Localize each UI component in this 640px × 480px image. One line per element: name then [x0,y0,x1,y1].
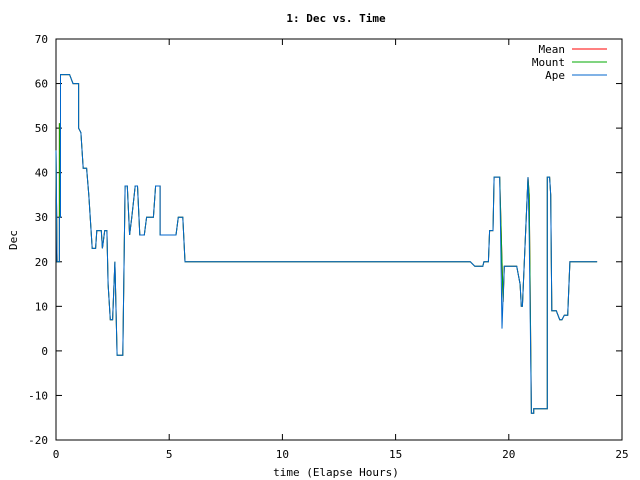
y-tick-label: 0 [41,345,48,358]
y-tick-label: -20 [28,434,48,447]
chart-title: 1: Dec vs. Time [286,12,386,25]
x-tick-label: 25 [615,448,628,461]
plot-frame [55,38,623,441]
y-tick-label: -10 [28,389,48,402]
legend-label-mount: Mount [532,56,565,69]
x-tick-label: 10 [276,448,289,461]
y-axis-label: Dec [7,230,20,250]
series-layer [55,74,598,414]
y-tick-label: 60 [35,78,48,91]
legend-label-ape: Ape [545,69,565,82]
series-line-ape [55,74,598,414]
y-tick-label: 70 [35,33,48,46]
series-line-mount [55,74,598,414]
x-tick-label: 0 [53,448,60,461]
x-tick-label: 20 [502,448,515,461]
y-tick-label: 20 [35,256,48,269]
y-axis: -20 -10 0 10 20 30 40 50 60 70 [28,33,622,447]
x-tick-label: 15 [389,448,402,461]
y-tick-label: 40 [35,167,48,180]
x-axis: 0 5 10 15 20 25 [53,39,629,461]
y-tick-label: 50 [35,122,48,135]
x-axis-label: time (Elapse Hours) [273,466,399,479]
x-tick-label: 5 [166,448,173,461]
series-line-mean [55,74,598,414]
y-tick-label: 30 [35,211,48,224]
y-tick-label: 10 [35,300,48,313]
legend-label-mean: Mean [539,43,566,56]
